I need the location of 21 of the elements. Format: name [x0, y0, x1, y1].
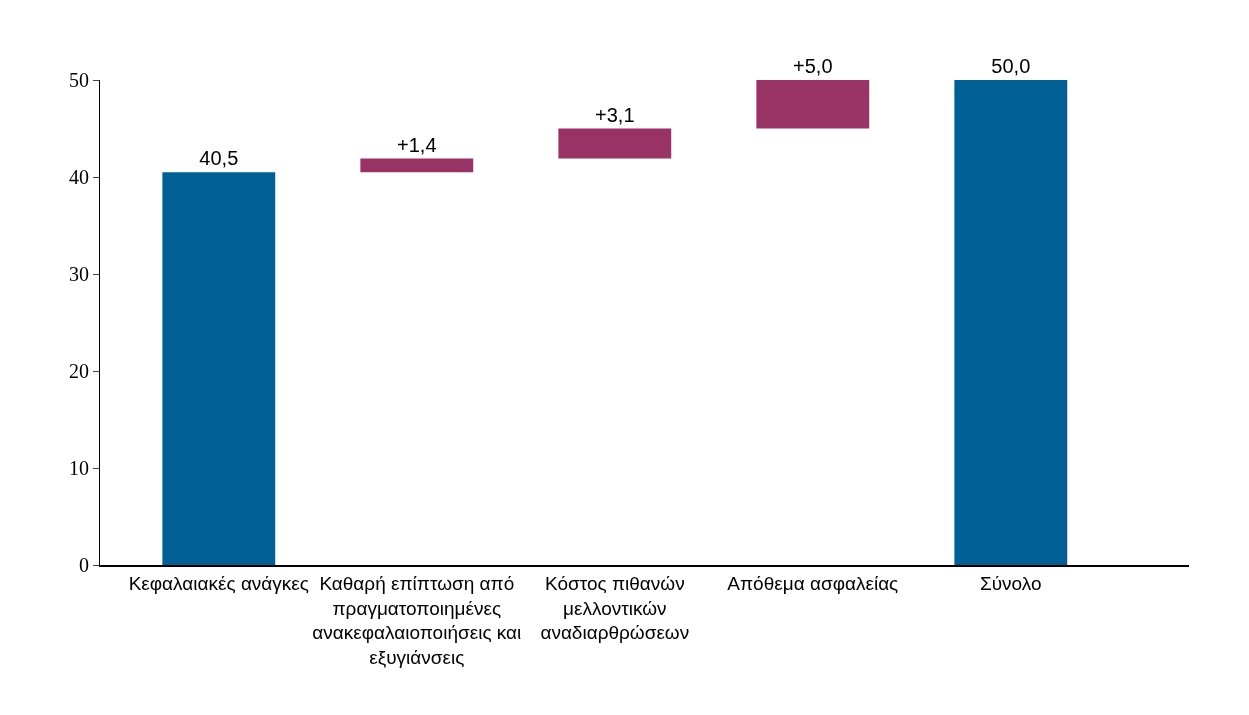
data-label: +1,4 — [397, 133, 437, 156]
data-label: 40,5 — [199, 147, 239, 170]
y-tick-label: 50 — [69, 69, 89, 91]
y-tick-label: 40 — [69, 166, 89, 188]
bar — [162, 172, 276, 565]
bar — [558, 128, 672, 159]
data-label: 50,0 — [991, 55, 1031, 77]
x-tick-label: Σύνολο — [979, 572, 1042, 594]
y-tick-label: 10 — [69, 457, 89, 479]
bar — [756, 80, 870, 129]
y-tick-label: 30 — [69, 263, 89, 285]
x-tick-label: Κόστος πιθανών μελλοντικών αναδιαρθρώσεων — [540, 572, 690, 644]
x-tick-label: Καθαρή επίπτωση από πραγματοποιημένες ανακεφαλαιοποιήσεις και εξυγιάνσεις — [312, 572, 522, 668]
y-tick-label: 20 — [69, 360, 89, 382]
bar — [954, 80, 1068, 565]
x-tick-label: Απόθεμα ασφαλείας — [727, 572, 899, 594]
data-label: +5,0 — [793, 55, 833, 77]
bar — [360, 158, 474, 173]
data-label: +3,1 — [595, 103, 635, 126]
x-tick-label: Κεφαλαιακές ανάγκες — [128, 572, 309, 594]
y-tick-label: 0 — [79, 554, 89, 576]
